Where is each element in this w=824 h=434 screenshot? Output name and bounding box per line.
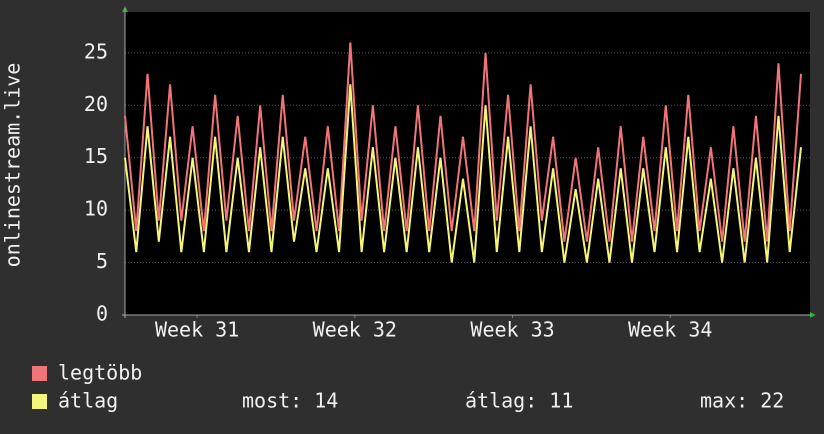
legend-stat: most: 14 [242, 389, 338, 413]
x-tick-label: Week 31 [155, 318, 239, 342]
x-tick-label: Week 34 [628, 318, 712, 342]
legend-label: átlag [58, 389, 118, 413]
y-tick-label: 15 [84, 144, 108, 168]
series-line [124, 42, 802, 242]
legend-stat: átlag: 11 [465, 389, 573, 413]
y-tick-label: 25 [84, 39, 108, 63]
legend-swatch [32, 394, 47, 409]
series-line [124, 84, 802, 263]
y-tick-label: 20 [84, 92, 108, 116]
plot-area [125, 12, 810, 315]
x-tick-label: Week 33 [470, 318, 554, 342]
legend-label: legtöbb [58, 361, 142, 385]
y-tick-label: 5 [96, 249, 108, 273]
y-tick-label: 0 [96, 302, 108, 326]
legend-swatch [32, 366, 47, 381]
x-tick-label: Week 32 [313, 318, 397, 342]
x-arrow [810, 312, 816, 318]
legend-stat: max: 22 [700, 389, 784, 413]
y-tick-label: 10 [84, 197, 108, 221]
y-axis-label: onlinestream.live [1, 63, 25, 268]
